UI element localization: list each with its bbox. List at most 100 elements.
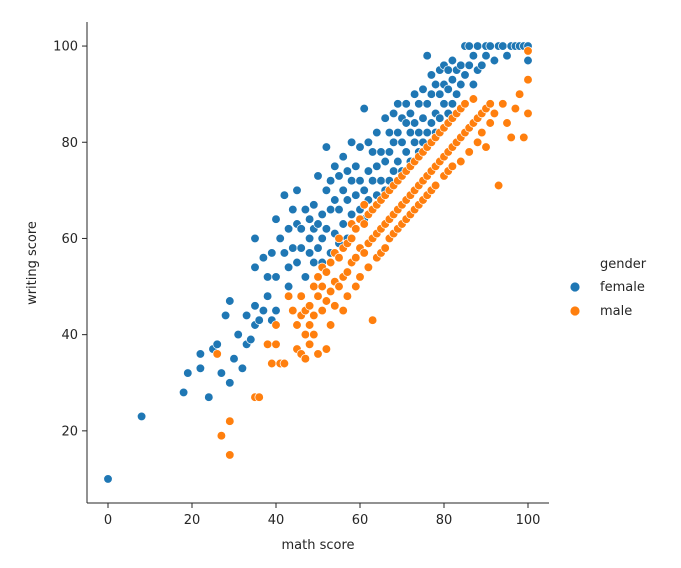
point-female-52 [309, 200, 319, 210]
point-female-33 [275, 233, 285, 244]
point-female-30 [271, 272, 281, 282]
y-tick-label-60: 60 [61, 232, 78, 247]
point-male-134 [464, 147, 474, 157]
point-male-125 [447, 161, 458, 171]
y-tick-label-40: 40 [61, 328, 78, 343]
point-female-91 [363, 166, 374, 176]
point-female-57 [317, 233, 327, 244]
point-female-48 [304, 248, 315, 258]
point-female-78 [346, 209, 357, 220]
point-male-66 [363, 262, 374, 272]
point-female-155 [456, 79, 466, 90]
point-male-31 [317, 305, 327, 316]
point-female-110 [388, 108, 399, 119]
point-male-39 [325, 320, 336, 330]
point-female-49 [304, 233, 315, 244]
point-male-138 [472, 137, 483, 147]
point-female-86 [355, 142, 365, 152]
point-male-29 [313, 272, 323, 282]
point-female-11 [225, 378, 235, 388]
point-female-38 [283, 224, 294, 234]
point-male-136 [468, 94, 479, 104]
point-male-48 [338, 305, 348, 316]
point-female-41 [292, 257, 302, 268]
point-male-149 [506, 132, 516, 143]
point-male-69 [367, 315, 378, 325]
point-female-95 [367, 147, 378, 157]
point-male-132 [460, 99, 470, 109]
legend-marker-male [569, 305, 581, 317]
point-male-36 [321, 344, 332, 354]
point-female-14 [233, 329, 243, 340]
point-male-8 [271, 320, 281, 330]
point-female-127 [414, 127, 424, 138]
point-female-125 [409, 89, 420, 99]
point-female-134 [422, 51, 432, 61]
point-female-119 [401, 99, 411, 109]
x-tick-label-40: 40 [268, 513, 285, 528]
point-female-60 [321, 224, 332, 234]
point-male-12 [283, 291, 294, 301]
point-female-21 [250, 262, 260, 272]
point-male-61 [359, 248, 369, 258]
point-female-171 [498, 41, 508, 51]
point-male-34 [321, 296, 332, 306]
point-male-57 [351, 281, 361, 292]
point-female-77 [342, 166, 353, 176]
point-female-156 [456, 60, 466, 70]
point-female-71 [334, 171, 344, 181]
point-male-148 [502, 118, 512, 128]
x-tick-label-0: 0 [104, 513, 112, 528]
point-female-82 [351, 190, 361, 200]
point-female-64 [325, 204, 336, 215]
point-female-109 [388, 137, 399, 147]
point-female-16 [241, 310, 252, 321]
point-female-141 [435, 113, 445, 123]
point-female-166 [481, 51, 491, 61]
point-male-27 [309, 329, 319, 340]
point-male-23 [304, 320, 315, 330]
point-female-26 [262, 291, 273, 301]
point-male-153 [523, 108, 533, 119]
point-male-24 [304, 339, 315, 349]
x-tick-label-80: 80 [436, 513, 453, 528]
point-male-150 [510, 103, 521, 114]
point-male-45 [334, 233, 344, 244]
point-female-172 [502, 51, 512, 61]
point-female-51 [309, 257, 319, 268]
point-female-70 [334, 204, 344, 215]
point-female-5 [195, 349, 206, 359]
point-male-146 [493, 180, 504, 191]
point-male-62 [359, 219, 369, 229]
point-female-121 [405, 127, 416, 138]
legend: gender female male [569, 257, 647, 319]
point-male-154 [523, 75, 533, 85]
point-female-2 [178, 387, 189, 398]
point-male-22 [304, 301, 315, 311]
point-male-147 [498, 99, 508, 109]
point-male-2 [225, 450, 235, 460]
point-male-20 [300, 329, 311, 340]
point-male-37 [325, 286, 336, 297]
point-female-45 [296, 224, 306, 234]
point-male-55 [351, 253, 361, 263]
point-male-140 [477, 127, 487, 138]
point-female-97 [372, 161, 382, 171]
point-male-32 [317, 281, 327, 292]
point-male-28 [313, 291, 323, 301]
point-female-37 [283, 262, 294, 272]
point-male-21 [300, 354, 311, 364]
point-female-150 [447, 99, 458, 109]
point-female-20 [250, 301, 260, 311]
point-male-14 [292, 320, 302, 330]
point-female-177 [523, 55, 533, 66]
point-male-78 [380, 243, 390, 253]
point-male-130 [456, 156, 466, 167]
point-female-153 [451, 89, 462, 99]
point-female-94 [367, 176, 378, 186]
point-female-142 [435, 89, 445, 99]
legend-label-male: male [600, 304, 632, 319]
point-female-169 [489, 55, 500, 66]
point-female-144 [439, 99, 449, 109]
point-female-39 [288, 243, 298, 253]
